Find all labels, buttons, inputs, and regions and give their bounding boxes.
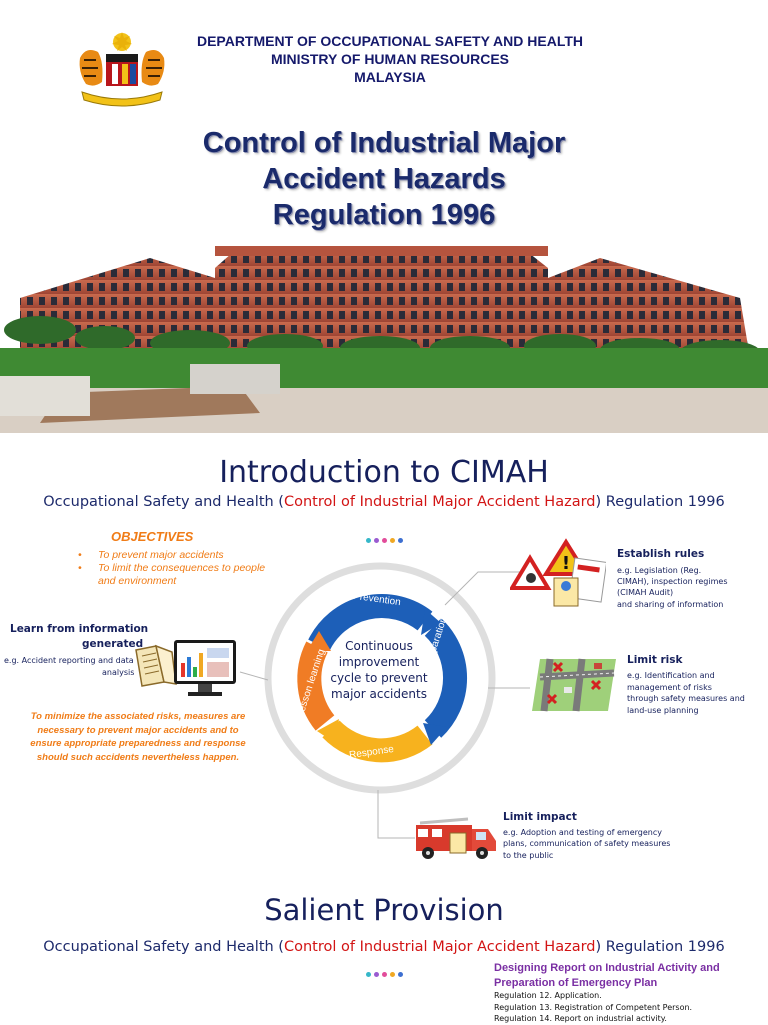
subtitle-suffix: ) Regulation 1996 bbox=[595, 939, 725, 955]
subtitle-suffix: ) Regulation 1996 bbox=[595, 494, 725, 510]
map-icon bbox=[530, 655, 618, 715]
objectives-title: OBJECTIVES bbox=[111, 529, 194, 544]
computer-chart-icon bbox=[172, 638, 238, 700]
establish-rules-title: Establish rules bbox=[617, 548, 705, 560]
subtitle-prefix: Occupational Safety and Health ( bbox=[43, 939, 284, 955]
report-title: Designing Report on Industrial Activity … bbox=[494, 962, 720, 989]
improvement-cycle-diagram: Prevention Preparation Response Lesson l… bbox=[255, 553, 505, 803]
regulation-item: Regulation 13. Registration of Competent… bbox=[494, 1002, 693, 1012]
subtitle-regulation-name: Control of Industrial Major Accident Haz… bbox=[283, 494, 596, 510]
regulation-item: Regulation 12. Application. bbox=[494, 991, 602, 1000]
establish-rules-text-1: e.g. Legislation (Reg. bbox=[617, 566, 702, 575]
objective-item: To limit the consequences to people and … bbox=[78, 562, 268, 588]
book-icon bbox=[134, 640, 182, 688]
intro-subtitle: Occupational Safety and Health (Control … bbox=[0, 494, 768, 510]
cycle-center-text: Continuous improvement cycle to prevent … bbox=[330, 639, 428, 701]
establish-rules-text-4: and sharing of information bbox=[617, 600, 724, 609]
svg-text:!: ! bbox=[562, 553, 570, 574]
decorative-dots bbox=[366, 530, 406, 548]
department-name: DEPARTMENT OF OCCUPATIONAL SAFETY AND HE… bbox=[196, 33, 584, 49]
regulation-item: Regulation 14. Report on industrial acti… bbox=[494, 1014, 667, 1023]
ministry-name: MINISTRY OF HUMAN RESOURCES bbox=[270, 51, 509, 67]
objectives-list: To prevent major accidents To limit the … bbox=[78, 549, 268, 588]
document-title-line1: Control of Industrial Major bbox=[202, 127, 566, 159]
subtitle-prefix: Occupational Safety and Health ( bbox=[43, 494, 284, 510]
establish-rules-text-2: CIMAH), inspection regimes bbox=[617, 577, 728, 586]
learn-title-continued: generated bbox=[82, 638, 144, 650]
decorative-dots bbox=[366, 964, 406, 982]
limit-risk-title: Limit risk bbox=[627, 654, 683, 666]
fire-truck-icon bbox=[412, 815, 498, 861]
limit-risk-text-3: through safety measures and bbox=[627, 694, 745, 703]
learn-text: e.g. Accident reporting and data bbox=[4, 656, 134, 665]
regulations-list: Regulation 12. Application. Regulation 1… bbox=[494, 990, 692, 1025]
limit-risk-text-4: land-use planning bbox=[627, 706, 699, 715]
limit-impact-title: Limit impact bbox=[503, 811, 577, 823]
limit-impact-text-3: to the public bbox=[503, 851, 554, 860]
hazard-signs-icon: ! bbox=[508, 538, 608, 610]
salient-subtitle: Occupational Safety and Health (Control … bbox=[0, 939, 768, 955]
country-name: MALAYSIA bbox=[354, 69, 426, 85]
objective-item: To prevent major accidents bbox=[78, 549, 268, 562]
minimize-risks-text: To minimize the associated risks, measur… bbox=[30, 711, 246, 763]
coat-of-arms-icon bbox=[72, 28, 172, 110]
intro-heading: Introduction to CIMAH bbox=[219, 455, 549, 490]
subtitle-regulation-name: Control of Industrial Major Accident Haz… bbox=[283, 939, 596, 955]
document-title-line2: Accident Hazards bbox=[262, 163, 506, 195]
limit-risk-text-2: management of risks bbox=[627, 683, 712, 692]
learn-text-continued: analysis bbox=[102, 668, 135, 677]
salient-heading: Salient Provision bbox=[264, 893, 504, 927]
limit-impact-text-2: plans, communication of safety measures bbox=[503, 839, 671, 848]
learn-title: Learn from information bbox=[10, 623, 149, 635]
building-photo bbox=[0, 238, 768, 433]
limit-risk-text-1: e.g. Identification and bbox=[627, 671, 715, 680]
establish-rules-text-3: (CIMAH Audit) bbox=[617, 588, 674, 597]
limit-impact-text-1: e.g. Adoption and testing of emergency bbox=[503, 828, 662, 837]
document-title-line3: Regulation 1996 bbox=[272, 199, 496, 231]
